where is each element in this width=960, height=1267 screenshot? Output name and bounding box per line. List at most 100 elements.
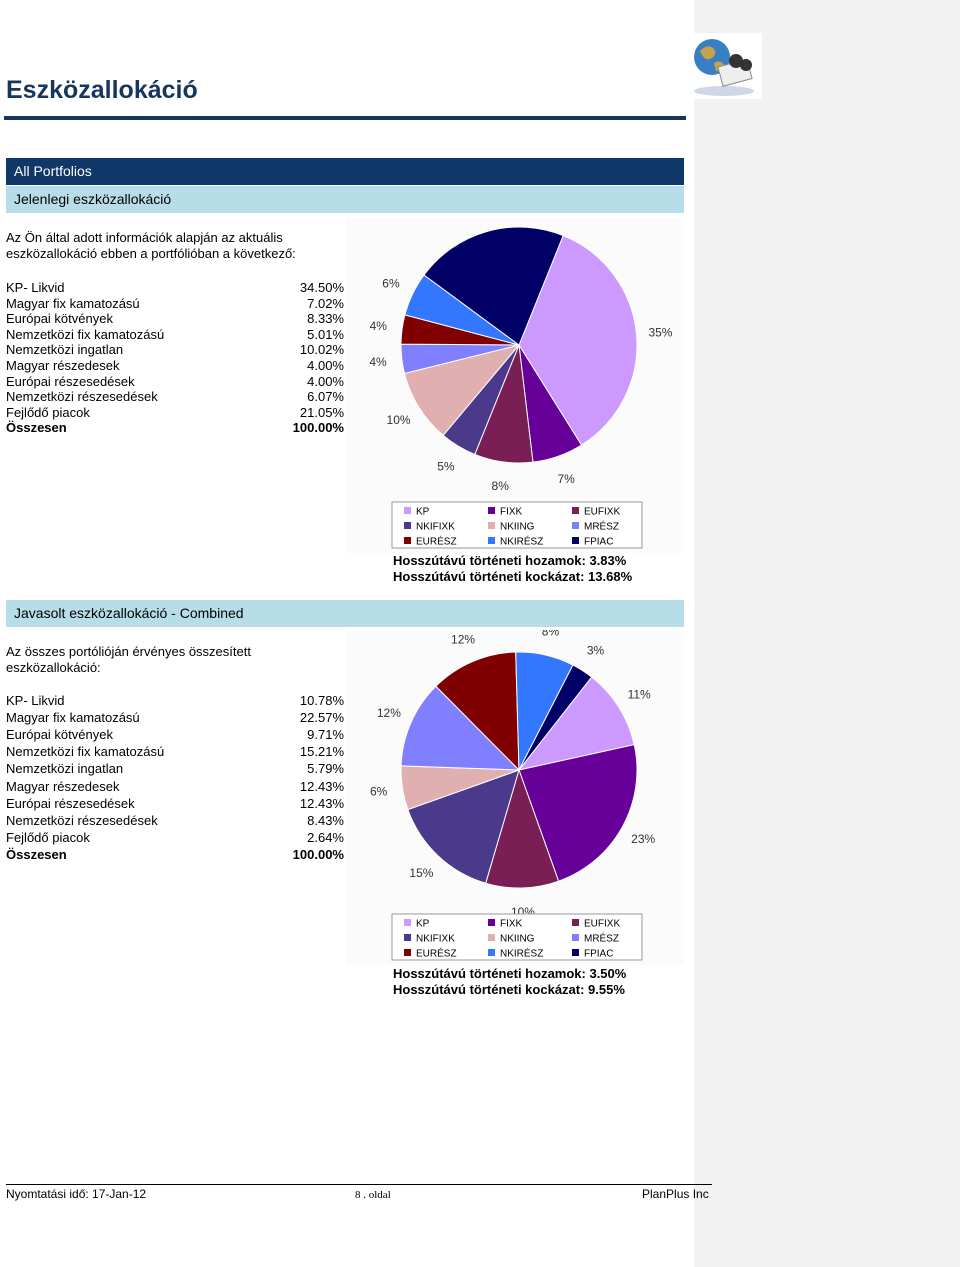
footer-page: 8 . oldal xyxy=(355,1189,391,1201)
slice-label: 4% xyxy=(369,355,387,369)
legend-label: NKIRÉSZ xyxy=(500,535,543,548)
legend-label: NKIING xyxy=(500,522,535,533)
stat-line: Hosszútávú történeti hozamok: 3.50% xyxy=(393,966,627,981)
row-label: Európai részesedések xyxy=(6,373,135,389)
row-value: 6.07% xyxy=(307,389,344,405)
row-label: Fejlődő piacok xyxy=(6,404,90,420)
legend-label: EUFIXK xyxy=(584,507,620,518)
intro-text: Az összes portólióján érvényes összesíte… xyxy=(6,644,251,675)
legend-swatch xyxy=(572,949,579,956)
section-band: Javasolt eszközallokáció - Combined xyxy=(6,600,684,627)
row-label: Nemzetközi részesedések xyxy=(6,389,158,405)
legend-swatch xyxy=(572,919,579,926)
row-value: 4.00% xyxy=(307,373,344,389)
legend-swatch xyxy=(488,507,495,514)
row-value: 10.78% xyxy=(299,693,344,708)
row-value: 21.05% xyxy=(299,404,344,420)
legend-swatch xyxy=(488,522,495,529)
allocation-row: Nemzetközi fix kamatozású 15.21% xyxy=(6,744,344,760)
slice-label: 11% xyxy=(628,687,651,701)
slice-label: 15% xyxy=(409,866,433,880)
slice-label: 23% xyxy=(631,832,655,846)
legend-label: MRÉSZ xyxy=(584,520,619,533)
footer-left: Nyomtatási idő: 17-Jan-12 xyxy=(6,1187,147,1201)
pie-slice xyxy=(518,664,593,771)
slice-label: 8% xyxy=(542,630,560,639)
logo xyxy=(684,33,762,99)
row-label: Európai kötvények xyxy=(6,727,113,743)
slice-label: 12% xyxy=(451,632,475,646)
legend-swatch xyxy=(404,934,411,941)
total-row: Összesen 100.00% xyxy=(6,847,344,863)
allocation-row: Nemzetközi részesedések 8.43% xyxy=(6,813,344,829)
allocation-row: Európai kötvények 8.33% xyxy=(6,311,344,327)
row-value: 100.00% xyxy=(292,846,344,862)
total-row: Összesen 100.00% xyxy=(6,420,344,436)
row-value: 9.71% xyxy=(307,727,344,743)
legend-swatch xyxy=(488,949,495,956)
row-value: 12.43% xyxy=(299,795,344,811)
side-panel xyxy=(694,0,960,1267)
row-value: 34.50% xyxy=(299,280,344,295)
pie-slice xyxy=(400,685,521,771)
row-value: 7.02% xyxy=(307,295,344,311)
legend-swatch xyxy=(488,537,495,544)
legend-label: EUFIXK xyxy=(584,919,620,930)
stat-line: Hosszútávú történeti hozamok: 3.83% xyxy=(393,553,627,568)
legend-swatch xyxy=(572,522,579,529)
allocation-row: Nemzetközi részesedések 6.07% xyxy=(6,389,344,405)
pie-slice xyxy=(517,676,635,771)
allocation-row: Magyar fix kamatozású 22.57% xyxy=(6,710,344,726)
slice-label: 10% xyxy=(387,413,411,427)
row-label: Összesen xyxy=(6,846,67,862)
row-label: Fejlődő piacok xyxy=(6,829,90,845)
footer-rule xyxy=(6,1184,712,1185)
row-label: Nemzetközi ingatlan xyxy=(6,761,124,777)
row-value: 4.00% xyxy=(307,358,344,373)
pie-slice xyxy=(518,234,638,446)
slice-label: 8% xyxy=(492,479,510,493)
row-label: Magyar fix kamatozású xyxy=(6,295,140,311)
legend-label: MRÉSZ xyxy=(584,932,619,945)
legend-box xyxy=(391,913,643,961)
row-label: Nemzetközi fix kamatozású xyxy=(6,744,165,760)
pie-slice xyxy=(403,344,521,437)
allocation-row: Nemzetközi ingatlan 10.02% xyxy=(6,342,344,358)
legend-swatch xyxy=(572,934,579,941)
legend-swatch xyxy=(572,537,579,544)
row-label: Európai részesedések xyxy=(6,795,135,811)
row-label: Nemzetközi ingatlan xyxy=(6,342,124,358)
page-title: Eszközallokáció xyxy=(6,76,198,104)
pie-slice xyxy=(407,769,520,884)
row-value: 10.02% xyxy=(299,342,344,358)
allocation-row: Európai részesedések 12.43% xyxy=(6,796,344,812)
section-subband: Jelenlegi eszközallokáció xyxy=(6,186,684,213)
row-value: 5.79% xyxy=(307,761,344,777)
legend-swatch xyxy=(572,507,579,514)
allocation-row: KP- Likvid 34.50% xyxy=(6,280,344,296)
allocation-row: KP- Likvid 10.78% xyxy=(6,693,344,709)
allocation-row: Magyar fix kamatozású 7.02% xyxy=(6,296,344,312)
allocation-row: Fejlődő piacok 2.64% xyxy=(6,830,344,846)
allocation-row: Nemzetközi ingatlan 5.79% xyxy=(6,761,344,777)
row-value: 8.43% xyxy=(307,812,344,828)
row-label: Nemzetközi részesedések xyxy=(6,812,158,828)
title-rule xyxy=(4,116,686,120)
legend-label: EURÉSZ xyxy=(416,535,457,548)
legend-label: FIXK xyxy=(500,507,523,518)
legend-swatch xyxy=(404,507,411,514)
legend-label: NKIING xyxy=(500,934,535,945)
row-value: 8.33% xyxy=(307,311,344,327)
legend-label: NKIRÉSZ xyxy=(500,947,543,960)
stat-line: Hosszútávú történeti kockázat: 9.55% xyxy=(393,982,625,997)
legend-label: EURÉSZ xyxy=(416,947,457,960)
legend-swatch xyxy=(488,934,495,941)
row-label: Magyar részedesek xyxy=(6,778,120,794)
legend-swatch xyxy=(404,537,411,544)
legend-swatch xyxy=(404,522,411,529)
row-value: 100.00% xyxy=(292,420,344,436)
slice-label: 35% xyxy=(648,326,672,340)
slice-label: 3% xyxy=(587,643,605,657)
legend-label: FPIAC xyxy=(584,949,613,960)
